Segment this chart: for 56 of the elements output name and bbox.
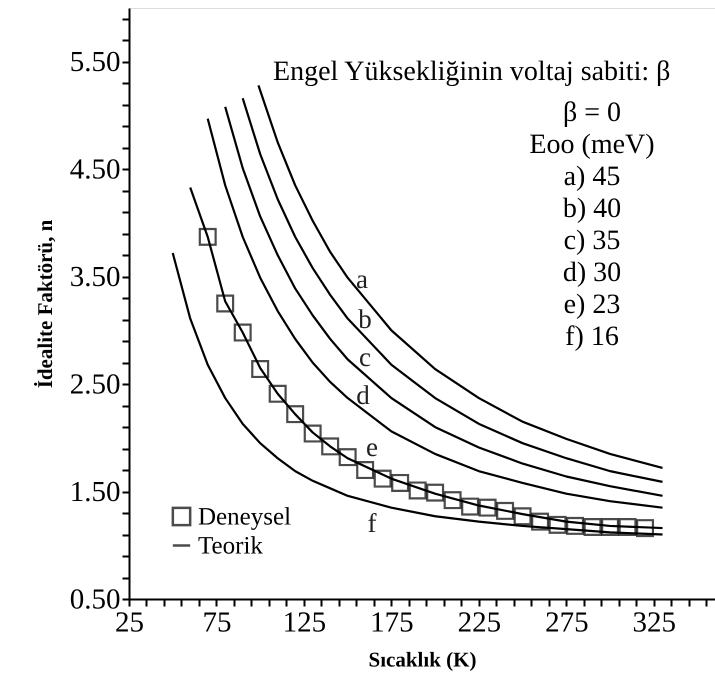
point [286, 405, 304, 424]
point [251, 360, 270, 378]
x-tick-label: 275 [545, 606, 589, 638]
point [514, 507, 532, 526]
y-tick-label: 3.50 [70, 261, 120, 294]
x-tick-label: 125 [282, 606, 326, 638]
point [338, 448, 357, 466]
legend-label: Teorik [198, 532, 264, 560]
point [584, 518, 602, 536]
y-tick-label: 1.50 [70, 476, 120, 508]
point [444, 491, 462, 510]
point [601, 518, 620, 536]
point [304, 424, 322, 443]
annotation: β = 0 [562, 97, 622, 128]
annotation: b [358, 304, 372, 334]
x-axis-title: Sıcaklık (K) [368, 648, 476, 672]
point [618, 518, 637, 536]
point [356, 461, 374, 480]
point [374, 470, 392, 488]
x-tick-label: 75 [202, 606, 232, 638]
x-tick-label: 175 [370, 606, 414, 638]
point [478, 498, 497, 517]
annotation: f) 16 [565, 321, 619, 352]
point [198, 228, 217, 246]
annotation: c [359, 342, 372, 372]
annotation: e [366, 432, 378, 462]
point [496, 502, 514, 520]
point [234, 324, 252, 342]
y-tick-label: 2.50 [70, 368, 120, 401]
annotation: c) 35 [564, 225, 620, 256]
point [461, 498, 480, 516]
annotation: Engel Yüksekliğinin voltaj sabiti: β [273, 56, 670, 87]
point [531, 512, 550, 531]
y-tick-label: 4.50 [70, 154, 120, 186]
annotation: f [368, 508, 376, 538]
annotation: Eoo (meV) [529, 129, 655, 160]
annotation: e) 23 [564, 289, 620, 320]
annotation: a) 45 [564, 161, 620, 192]
point [548, 516, 567, 534]
x-tick-label: 325 [632, 606, 676, 638]
annotation: d) 30 [562, 257, 622, 288]
annotation: b) 40 [562, 193, 622, 224]
point [408, 481, 427, 500]
point [321, 437, 340, 456]
point [636, 519, 654, 538]
y-tick-label: 5.50 [70, 46, 120, 78]
point [216, 294, 234, 313]
point [391, 474, 410, 492]
point [426, 484, 444, 502]
x-tick-label: 225 [458, 606, 502, 638]
point [268, 384, 287, 403]
point [566, 516, 584, 535]
legend-label: Deneysel [198, 504, 292, 530]
annotation: d [356, 380, 370, 410]
annotation: a [356, 264, 368, 294]
y-axis-title: İdealite Faktörü, n [32, 219, 57, 388]
